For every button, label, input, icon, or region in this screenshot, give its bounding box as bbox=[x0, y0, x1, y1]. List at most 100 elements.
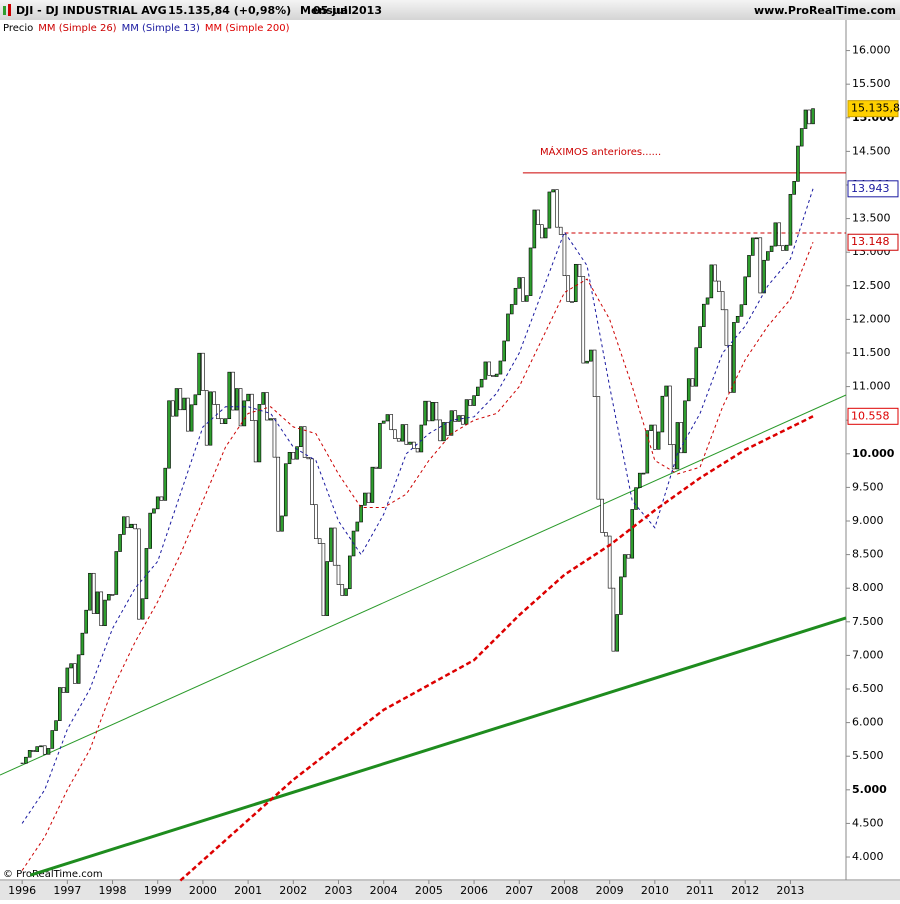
candle bbox=[562, 234, 567, 277]
y-tick-label: 12.500 bbox=[852, 279, 891, 292]
candle bbox=[336, 564, 341, 585]
candle bbox=[280, 515, 284, 532]
candle bbox=[619, 576, 623, 615]
reference-line bbox=[29, 616, 847, 877]
candle bbox=[219, 418, 224, 424]
candle bbox=[543, 227, 548, 239]
y-tick-label: 14.500 bbox=[852, 144, 891, 157]
candle bbox=[31, 750, 36, 752]
candle bbox=[743, 276, 748, 306]
x-tick-label: 2001 bbox=[234, 884, 262, 897]
candle bbox=[555, 189, 559, 228]
candle bbox=[483, 361, 488, 380]
last-value-label: 13.148 bbox=[851, 235, 890, 248]
candle bbox=[204, 390, 209, 446]
candle bbox=[573, 263, 578, 303]
candle bbox=[664, 385, 668, 397]
candle bbox=[182, 397, 186, 411]
candle bbox=[381, 420, 386, 424]
candle bbox=[299, 426, 303, 447]
candle bbox=[174, 388, 179, 417]
candle bbox=[167, 400, 171, 469]
candle bbox=[122, 516, 126, 535]
candle bbox=[400, 424, 405, 442]
y-tick-label: 13.500 bbox=[852, 212, 891, 225]
candle bbox=[257, 404, 262, 463]
last-value-box bbox=[847, 407, 899, 425]
candle bbox=[637, 472, 642, 488]
candle bbox=[773, 222, 778, 247]
last-value-box bbox=[847, 100, 899, 118]
y-tick-label: 6.000 bbox=[852, 716, 884, 729]
candle bbox=[227, 371, 232, 420]
legend-entry: MM (Simple 13) bbox=[122, 23, 200, 34]
candle bbox=[103, 599, 107, 627]
candle bbox=[656, 431, 661, 450]
candle bbox=[653, 424, 657, 450]
candle bbox=[551, 189, 555, 193]
y-tick-label: 5.500 bbox=[852, 749, 884, 762]
candle bbox=[675, 422, 680, 470]
reference-line bbox=[0, 394, 847, 776]
candle bbox=[321, 543, 326, 616]
candle bbox=[781, 245, 785, 251]
candle bbox=[291, 452, 296, 460]
copyright: © ProRealTime.com bbox=[3, 869, 103, 880]
candle bbox=[472, 395, 476, 406]
candle bbox=[69, 663, 73, 669]
y-tick-label: 10.000 bbox=[852, 447, 895, 460]
candle bbox=[261, 392, 265, 405]
candle bbox=[325, 561, 329, 616]
legend-entry: Precio bbox=[3, 23, 33, 34]
candle bbox=[434, 402, 439, 421]
candle bbox=[129, 523, 134, 529]
candle bbox=[39, 745, 43, 748]
candle bbox=[114, 551, 119, 595]
price-text: 15.135,84 (+0,98%) bbox=[168, 4, 291, 17]
candle bbox=[396, 438, 401, 442]
date: 05 jul 2013 bbox=[313, 4, 382, 17]
candle bbox=[641, 472, 646, 475]
candle bbox=[607, 535, 612, 589]
last-value-box bbox=[847, 180, 899, 198]
x-tick-label: 1998 bbox=[99, 884, 127, 897]
x-tick-label: 2007 bbox=[505, 884, 533, 897]
candle bbox=[170, 400, 175, 417]
candle bbox=[720, 291, 725, 311]
candle bbox=[404, 424, 409, 445]
candle bbox=[137, 528, 141, 620]
candle bbox=[88, 572, 92, 611]
x-tick-label: 1996 bbox=[8, 884, 36, 897]
candle bbox=[747, 255, 751, 278]
candle bbox=[332, 527, 337, 566]
candle bbox=[476, 386, 480, 396]
candle bbox=[630, 509, 635, 559]
last-value-box bbox=[847, 233, 899, 251]
candle bbox=[589, 349, 593, 362]
y-tick-label: 11.500 bbox=[852, 346, 891, 359]
candle bbox=[276, 456, 281, 532]
candle bbox=[513, 287, 518, 305]
candle bbox=[61, 687, 66, 693]
candle bbox=[784, 244, 789, 251]
candle bbox=[468, 399, 473, 406]
candle bbox=[152, 508, 156, 514]
x-axis-bar bbox=[0, 881, 900, 900]
candle bbox=[223, 418, 228, 424]
y-tick-label: 8.500 bbox=[852, 548, 884, 561]
candle bbox=[201, 352, 205, 391]
candle bbox=[419, 424, 424, 453]
candle bbox=[427, 400, 431, 422]
candle bbox=[231, 371, 235, 411]
moving-average bbox=[21, 188, 814, 824]
candle bbox=[777, 222, 781, 247]
candle bbox=[701, 303, 706, 327]
y-tick-label: 7.500 bbox=[852, 615, 884, 628]
candle bbox=[479, 378, 484, 388]
period: Mensual bbox=[300, 4, 352, 17]
candle bbox=[359, 504, 363, 523]
candle bbox=[374, 466, 378, 469]
x-tick-label: 2008 bbox=[550, 884, 578, 897]
candle bbox=[80, 632, 85, 656]
y-tick-label: 4.000 bbox=[852, 850, 884, 863]
